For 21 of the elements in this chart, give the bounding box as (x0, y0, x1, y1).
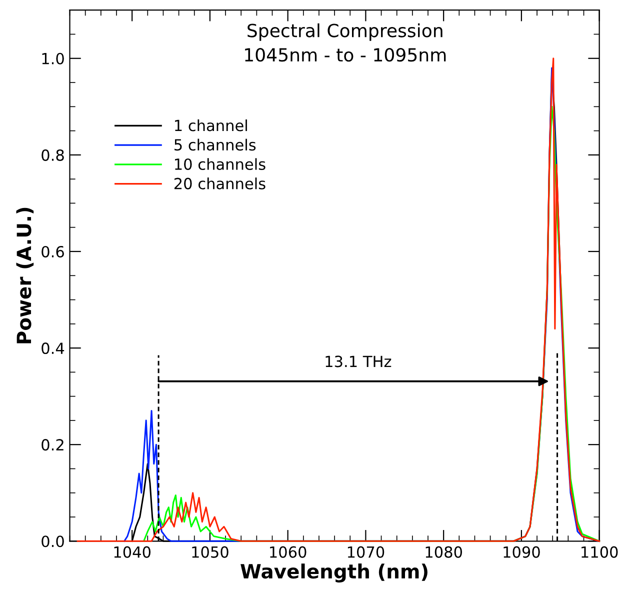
y-axis-title: Power (A.U.) (16, 208, 34, 344)
x-tick-label: 1090 (504, 546, 540, 558)
annotation: 13.1 THz (326, 356, 392, 368)
y-tick-label: 0.2 (42, 439, 64, 451)
y-tick-label: 0.0 (42, 536, 64, 548)
legend-label: 1 channel (175, 119, 247, 132)
x-tick-label: 1100 (582, 546, 618, 558)
legend-label: 10 channels (175, 158, 266, 170)
y-tick-label: 0.8 (42, 149, 64, 161)
legend-label: 20 channels (174, 178, 266, 190)
legend-label: 5 channels (174, 138, 256, 151)
x-tick-label: 1080 (426, 546, 462, 558)
y-tick-label: 1.0 (42, 52, 64, 64)
x-tick-label: 1060 (270, 546, 306, 558)
text: Spectral Compression 1045nm - to - 1095nm (245, 23, 446, 62)
y-tick-label: 0.6 (42, 246, 64, 258)
x-tick-label: 1070 (348, 546, 384, 558)
x-axis-title: Wavelength (nm) (240, 564, 428, 583)
y-tick-label: 0.4 (42, 342, 64, 354)
x-tick-label: 1040 (114, 546, 150, 558)
x-tick-label: 1050 (192, 546, 228, 558)
